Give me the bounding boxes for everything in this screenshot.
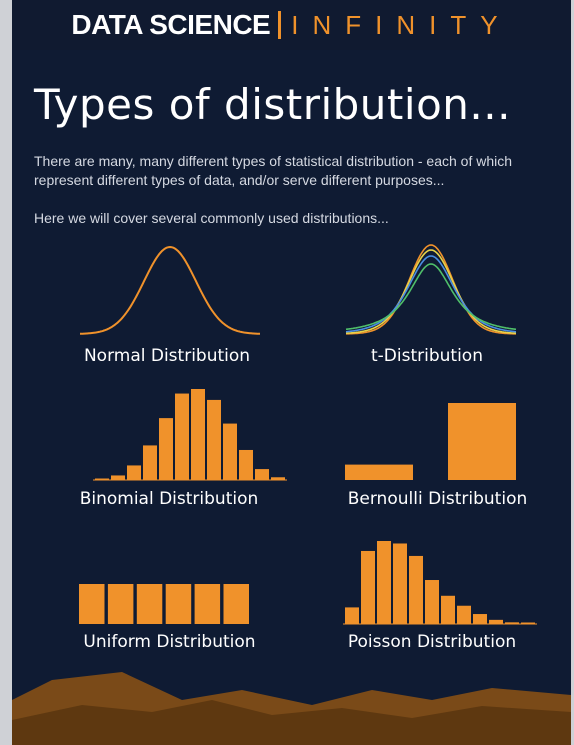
normal-curve-line	[80, 245, 260, 335]
mountain-decoration-front	[12, 700, 571, 745]
binomial-bars	[93, 389, 287, 481]
poisson-bars	[343, 541, 537, 625]
uniform-bar	[223, 584, 249, 624]
binomial-bar	[271, 477, 285, 480]
poisson-bar	[409, 555, 423, 624]
binomial-distribution-label: Binomial Distribution	[79, 489, 259, 509]
bernoulli-bars	[345, 403, 516, 480]
t-curve-4	[345, 263, 517, 331]
binomial-bar	[143, 445, 157, 480]
bernoulli-distribution-label: Bernoulli Distribution	[347, 489, 528, 509]
normal-curve	[80, 245, 260, 335]
distribution-figures	[12, 244, 571, 745]
poisson-bar	[457, 605, 471, 624]
t-curve-1	[346, 244, 516, 335]
uniform-bar	[136, 584, 163, 624]
t-curve-2	[345, 249, 517, 335]
t-curve-3	[345, 255, 517, 333]
intro-text: There are many, many different types of …	[34, 153, 513, 188]
poisson-distribution-label: Poisson Distribution	[347, 632, 517, 652]
brand-name-part1: DATA SCIENCE	[71, 9, 271, 40]
slide: DATA SCIENCE INFINITY Types of distribut…	[12, 0, 571, 745]
uniform-distribution-label: Uniform Distribution	[83, 632, 256, 652]
poisson-bar	[489, 619, 503, 624]
poisson-bar	[345, 607, 359, 624]
binomial-bar	[223, 423, 237, 480]
poisson-bar	[377, 541, 391, 624]
binomial-bar	[127, 465, 141, 480]
page-title: Types of distribution...	[34, 80, 511, 129]
poisson-bar	[441, 595, 455, 624]
binomial-bar	[95, 478, 109, 480]
binomial-bar	[255, 469, 269, 480]
bernoulli-bar	[448, 403, 516, 480]
t-distribution-label: t-Distribution	[371, 346, 483, 366]
t-curves	[345, 244, 517, 335]
binomial-bar	[175, 393, 189, 480]
poisson-bar	[473, 614, 487, 624]
binomial-bar	[191, 389, 205, 480]
binomial-bar	[207, 399, 221, 480]
poisson-bar	[425, 580, 439, 624]
brand-separator	[278, 11, 282, 39]
binomial-bar	[111, 475, 125, 480]
uniform-bar	[165, 584, 192, 624]
uniform-bars	[79, 584, 249, 624]
brand-header: DATA SCIENCE INFINITY	[12, 0, 571, 50]
poisson-bar	[393, 543, 407, 624]
uniform-bar	[107, 584, 134, 624]
bernoulli-bar	[345, 464, 413, 480]
brand-name-part2: INFINITY	[291, 9, 512, 40]
poisson-bar	[361, 550, 375, 624]
binomial-bar	[239, 449, 253, 480]
poisson-bar	[505, 622, 519, 624]
normal-distribution-label: Normal Distribution	[83, 346, 251, 366]
intro-text-secondary: Here we will cover several commonly used…	[34, 210, 389, 226]
poisson-bar	[521, 622, 535, 624]
uniform-bar	[194, 584, 221, 624]
uniform-bar	[79, 584, 105, 624]
binomial-bar	[159, 418, 173, 480]
